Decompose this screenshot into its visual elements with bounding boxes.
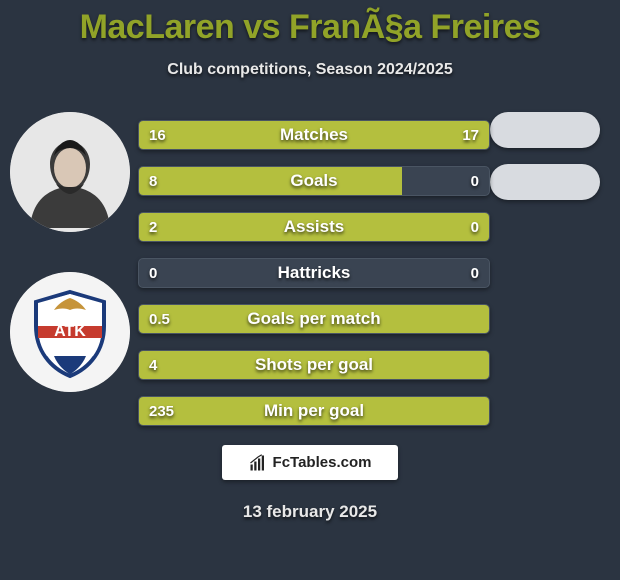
stat-row: 4Shots per goal xyxy=(138,350,490,380)
stat-label: Hattricks xyxy=(139,259,489,287)
club-badge: ATK xyxy=(10,272,130,392)
stat-label: Goals per match xyxy=(139,305,489,333)
stat-row: 80Goals xyxy=(138,166,490,196)
right-pill-column xyxy=(490,112,600,216)
stat-row: 00Hattricks xyxy=(138,258,490,288)
stat-row: 235Min per goal xyxy=(138,396,490,426)
footer-date: 13 february 2025 xyxy=(0,502,620,522)
stat-label: Matches xyxy=(139,121,489,149)
stat-row: 0.5Goals per match xyxy=(138,304,490,334)
brand-text: FcTables.com xyxy=(273,454,372,471)
stat-row: 20Assists xyxy=(138,212,490,242)
stats-container: 1617Matches 80Goals 20Assists 00Hattricks 0.… xyxy=(138,120,490,442)
svg-text:ATK: ATK xyxy=(54,323,86,340)
player-pill xyxy=(490,112,600,148)
stat-label: Assists xyxy=(139,213,489,241)
page-title: MacLaren vs FranÃ§a Freires xyxy=(0,0,620,47)
subtitle: Club competitions, Season 2024/2025 xyxy=(0,61,620,79)
player-avatar xyxy=(10,112,130,232)
stat-row: 1617Matches xyxy=(138,120,490,150)
stat-label: Shots per goal xyxy=(139,351,489,379)
stat-label: Goals xyxy=(139,167,489,195)
avatar-column: ATK xyxy=(10,112,130,432)
brand-link[interactable]: FcTables.com xyxy=(222,445,398,480)
player-pill xyxy=(490,164,600,200)
stat-label: Min per goal xyxy=(139,397,489,425)
chart-icon xyxy=(249,454,267,472)
